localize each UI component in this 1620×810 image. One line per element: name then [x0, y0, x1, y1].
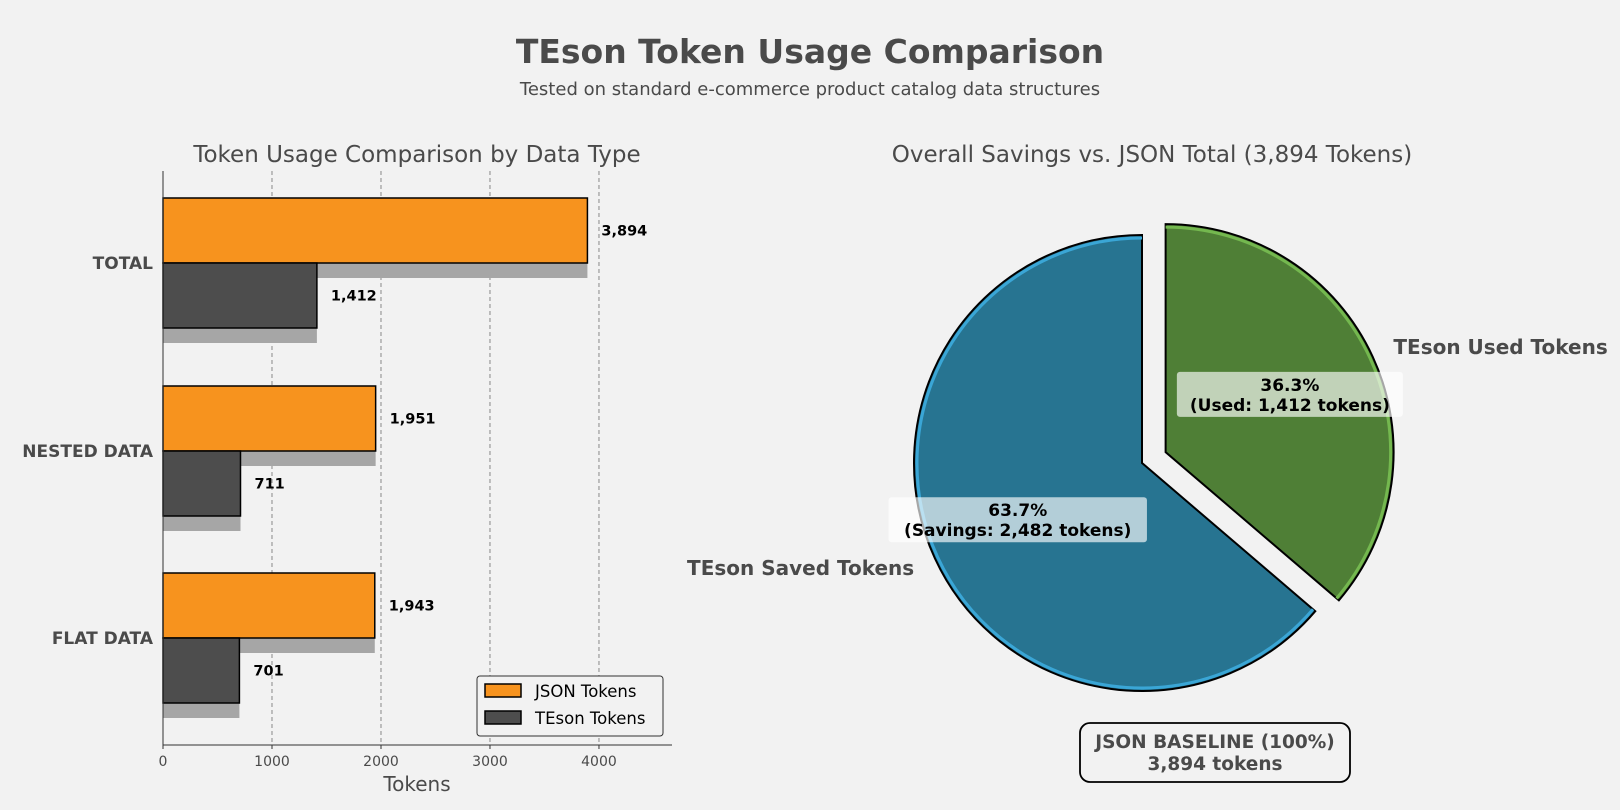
- bar-value-label: 711: [254, 477, 284, 493]
- x-tick-label: 3000: [472, 754, 508, 770]
- pie-chart-title: Overall Savings vs. JSON Total (3,894 To…: [892, 142, 1412, 168]
- pie-chart: Overall Savings vs. JSON Total (3,894 To…: [687, 142, 1608, 783]
- x-tick-label: 4000: [581, 754, 617, 770]
- teson-bar: [162, 262, 318, 329]
- bar-category-labels: TOTAL NESTED DATA FLAT DATA: [22, 254, 154, 649]
- json-bar: [162, 572, 376, 639]
- bar-chart-title: Token Usage Comparison by Data Type: [192, 142, 640, 168]
- subtitle: Tested on standard e-commerce product ca…: [519, 79, 1101, 100]
- bar-value-label: 1,951: [390, 412, 436, 428]
- category-label: TOTAL: [93, 254, 153, 274]
- x-axis-label: Tokens: [382, 772, 450, 796]
- baseline-box: [1079, 722, 1351, 783]
- pie-pct-group: 63.7%(Savings: 2,482 tokens): [888, 497, 1147, 543]
- bar-chart: Token Usage Comparison by Data Type 3,89…: [22, 142, 672, 796]
- pie-slice-used-edge: [1165, 225, 1393, 600]
- bar-value-label: 3,894: [601, 224, 647, 240]
- pie-slice-saved: [913, 233, 1317, 692]
- json-bar: [162, 197, 589, 264]
- legend-swatch-json: [484, 683, 522, 698]
- pie-slice-saved-edge: [915, 236, 1315, 690]
- category-label: FLAT DATA: [52, 629, 154, 649]
- pie-detail-label: (Savings: 2,482 tokens): [904, 521, 1131, 541]
- legend-swatch-teson: [484, 710, 522, 725]
- pie-labels: TEson Used Tokens 36.3%(Used: 1,412 token…: [687, 335, 1608, 580]
- baseline-note: JSON BASELINE (100%) 3,894 tokens: [1079, 722, 1351, 783]
- bar-axes: [162, 171, 672, 746]
- x-tick-label: 1000: [254, 754, 290, 770]
- bar-tick-labels: 0 1000 2000 3000 4000: [159, 745, 617, 770]
- bar-bars: [162, 197, 589, 704]
- bar-value-labels: 3,894 1,412 1,951 711 1,943 701: [253, 224, 647, 680]
- pie-pct-box: [888, 497, 1147, 543]
- pie-slices: [913, 223, 1395, 692]
- pie-pct-label: 63.7%: [988, 501, 1047, 521]
- legend-box: [476, 675, 664, 737]
- main-title: TEson Token Usage Comparison: [515, 32, 1105, 71]
- legend-label-teson: TEson Tokens: [534, 709, 645, 728]
- bar-value-label: 1,412: [331, 289, 377, 305]
- pie-pct-label: 36.3%: [1260, 376, 1319, 396]
- pie-pct-group: 36.3%(Used: 1,412 tokens): [1176, 371, 1403, 417]
- pie-slice-label: TEson Saved Tokens: [687, 556, 914, 580]
- legend-label-json: JSON Tokens: [534, 682, 636, 701]
- pie-slice-label: TEson Used Tokens: [1393, 335, 1607, 359]
- x-tick-label: 2000: [363, 754, 399, 770]
- pie-detail-label: (Used: 1,412 tokens): [1190, 396, 1390, 416]
- teson-bar: [162, 450, 242, 517]
- bar-value-label: 1,943: [389, 599, 435, 615]
- teson-bar: [162, 637, 241, 704]
- pie-pct-box: [1176, 371, 1403, 417]
- baseline-line-2: 3,894 tokens: [1147, 754, 1282, 775]
- legend: JSON Tokens TEson Tokens: [476, 675, 664, 737]
- x-tick-label: 0: [159, 754, 168, 770]
- json-bar: [162, 385, 377, 452]
- baseline-line-1: JSON BASELINE (100%): [1093, 732, 1335, 753]
- category-label: NESTED DATA: [22, 442, 154, 462]
- bar-value-label: 701: [253, 664, 283, 680]
